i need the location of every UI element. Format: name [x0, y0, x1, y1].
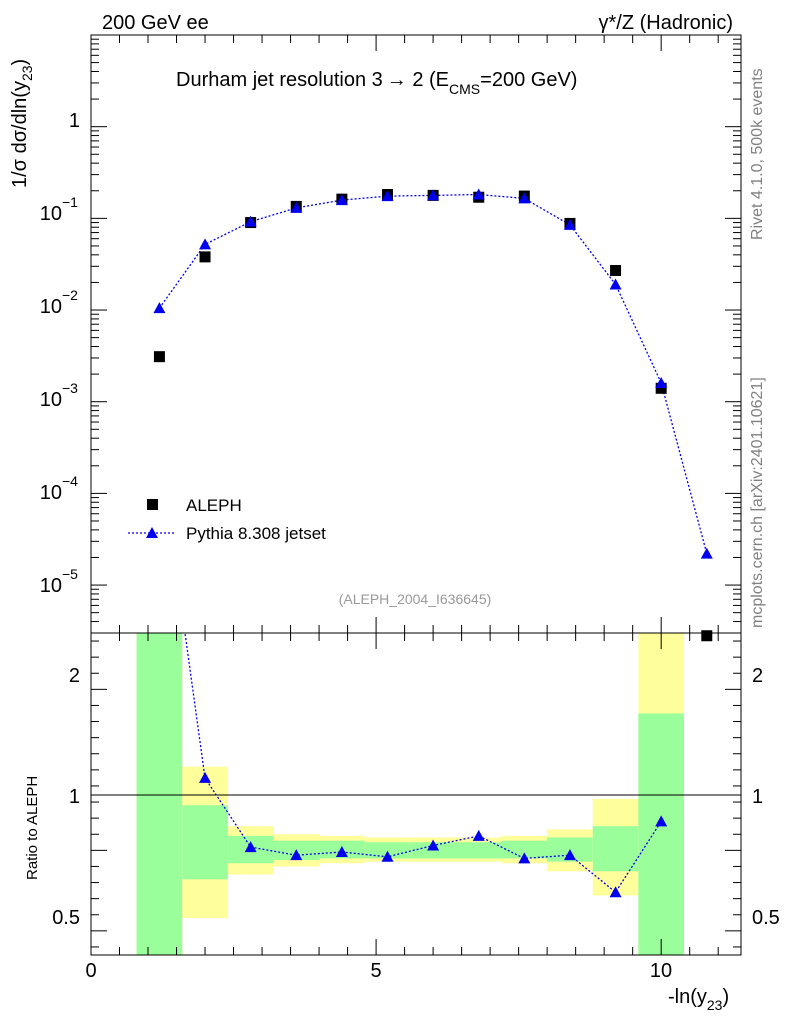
legend: ALEPH Pythia 8.308 jetset [128, 496, 326, 543]
ratio-band-inner [455, 842, 502, 859]
ratio-band-inner [638, 713, 684, 955]
mc-data-point [199, 238, 212, 250]
plot-title: Durham jet resolution 3 → 2 (ECMS=200 GeV… [176, 69, 577, 97]
y-tick-label-1e-1: 10 [40, 203, 62, 225]
y-tick-label-1e-2: 10 [40, 296, 62, 318]
y-tick-label-1e-4: 10 [40, 482, 62, 504]
main-y-tick-labels: 1 10 −1 10 −2 10 −3 10 −4 10 −5 [40, 110, 80, 597]
legend-data-label: ALEPH [186, 496, 242, 515]
mc-data-point [244, 215, 257, 227]
analysis-tag: (ALEPH_2004_I636645) [339, 591, 492, 607]
ratio-mc-point [563, 849, 576, 861]
y-tick-exp-1e-3: −3 [62, 380, 78, 396]
main-y-label: 1/σ dσ/dln(y23) [9, 59, 35, 188]
ratio-tick-label-2-right: 2 [752, 665, 763, 687]
rivet-info: Rivet 4.1.0, 500k events [749, 68, 766, 240]
ratio-band-inner [136, 633, 183, 955]
header-process: γ*/Z (Hadronic) [599, 12, 733, 34]
y-tick-exp-1e-4: −4 [62, 473, 78, 489]
y-tick-exp-1e-2: −2 [62, 287, 78, 303]
mc-data-point [609, 278, 622, 290]
x-tick-labels: 0 5 10 [85, 960, 672, 982]
ratio-tick-label-1-left: 1 [69, 786, 80, 808]
ratio-tick-label-1-right: 1 [752, 786, 763, 808]
mc-data-point [518, 192, 531, 204]
ratio-y-label: Ratio to ALEPH [24, 776, 41, 880]
ratio-mc-point [655, 815, 668, 827]
aleph-data-point [153, 351, 165, 363]
ratio-bands [136, 633, 684, 955]
y-tick-label-1e-5: 10 [40, 575, 62, 597]
mc-data-point [472, 188, 485, 200]
mc-data-point [290, 201, 303, 213]
ratio-y-tick-labels: 2 1 0.5 2 1 0.5 [52, 665, 780, 929]
y-tick-exp-1e-1: −1 [62, 194, 78, 210]
ratio-mc-point [290, 849, 303, 861]
ratio-mc-line [184, 633, 662, 894]
mc-data-point [700, 547, 713, 559]
header-energy: 200 GeV ee [102, 12, 209, 34]
mc-data-point [427, 189, 440, 201]
ratio-tick-label-05-right: 0.5 [752, 907, 780, 929]
y-tick-label-1e-3: 10 [40, 389, 62, 411]
mc-data-point [655, 376, 668, 388]
mc-data-point [153, 302, 166, 314]
main-frame [90, 34, 742, 634]
main-axis-ticks [90, 34, 741, 634]
main-series [153, 188, 713, 642]
ratio-mc-point [199, 771, 212, 783]
aleph-data-point [199, 251, 211, 263]
aleph-data-point [701, 630, 713, 642]
ratio-band-inner [182, 805, 228, 880]
mc-data-point [335, 194, 348, 206]
ratio-mc-point [609, 886, 622, 898]
legend-mc-label: Pythia 8.308 jetset [186, 524, 326, 543]
y-tick-label-1: 1 [69, 110, 80, 132]
ratio-tick-label-2-left: 2 [69, 665, 80, 687]
x-tick-label-0: 0 [85, 960, 96, 982]
x-tick-label-5: 5 [370, 960, 381, 982]
y-tick-exp-1e-5: −5 [62, 566, 78, 582]
ratio-mc-point [472, 829, 485, 841]
ratio-band-inner [501, 840, 548, 859]
ratio-mc-point [427, 839, 440, 851]
mcplots-info: mcplots.cern.ch [arXiv:2401.10621] [749, 377, 766, 628]
ratio-mc-point [381, 850, 394, 862]
ratio-series [184, 633, 668, 898]
x-tick-label-10: 10 [650, 960, 672, 982]
ratio-frame [90, 632, 742, 956]
ratio-tick-label-05-left: 0.5 [52, 907, 80, 929]
legend-data-marker [147, 499, 158, 510]
ratio-mc-point [335, 845, 348, 857]
ratio-axis-ticks [90, 633, 741, 955]
aleph-data-point [610, 264, 622, 276]
aleph-data-point [655, 382, 667, 394]
x-axis-label: -ln(y23) [668, 986, 729, 1013]
ratio-mc-point [244, 841, 257, 853]
mc-data-point [563, 218, 576, 230]
mc-data-point [381, 190, 394, 202]
ratio-mc-point [518, 852, 531, 864]
legend-mc-marker [146, 527, 158, 538]
ratio-band-inner [592, 826, 639, 872]
